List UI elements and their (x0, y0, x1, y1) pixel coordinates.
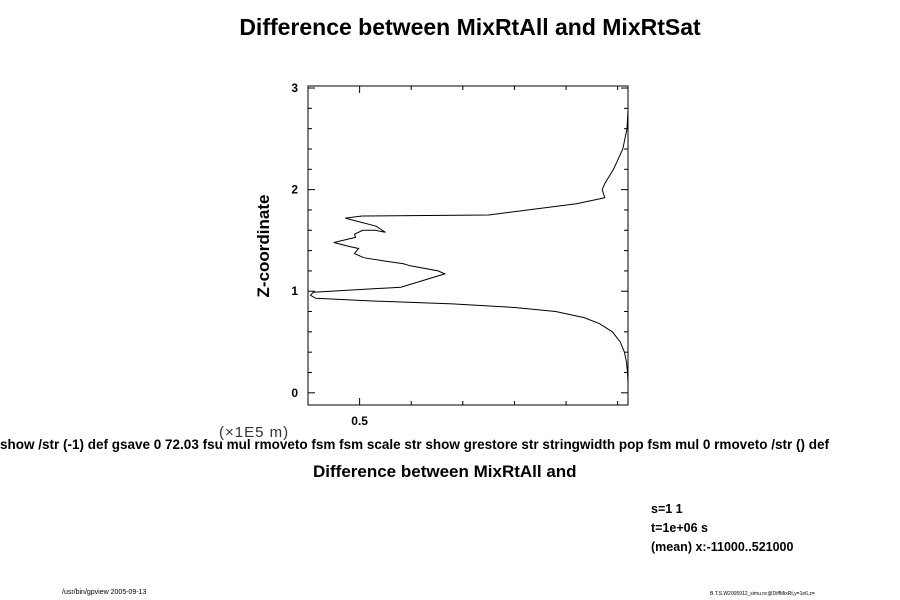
y-tick-label: 2 (291, 183, 298, 197)
axis-ticks (307, 86, 628, 405)
y-tick-label: 3 (291, 81, 298, 95)
y-axis-label: Z-coordinate (254, 194, 273, 298)
series-line (309, 110, 629, 403)
footer-program: /usr/bin/gpview 2005-09-13 (62, 589, 147, 596)
info-mean: (mean) x:-11000..521000 (651, 540, 794, 554)
plot-frame (307, 85, 629, 406)
postscript-artifact-text: show /str (-1) def gsave 0 72.03 fsu mul… (0, 437, 829, 452)
x-tick-label: 0.5 (351, 414, 368, 428)
info-t: t=1e+06 s (651, 521, 708, 535)
x-axis-label: Difference between MixRtAll and (313, 462, 577, 481)
axis-tick-labels: 0 1 2 3 0.5 (291, 81, 368, 428)
x-axis-scale-label: (×1E5 m) (219, 424, 290, 441)
chart-title: Difference between MixRtAll and MixRtSat (239, 14, 701, 40)
info-s: s=1 1 (651, 502, 683, 516)
y-tick-label: 0 (291, 386, 298, 400)
y-tick-label: 1 (291, 284, 298, 298)
footer-source: B.T.S.W2005912_simu.nc@DiffMixRt,y=1e6,z… (710, 591, 815, 597)
